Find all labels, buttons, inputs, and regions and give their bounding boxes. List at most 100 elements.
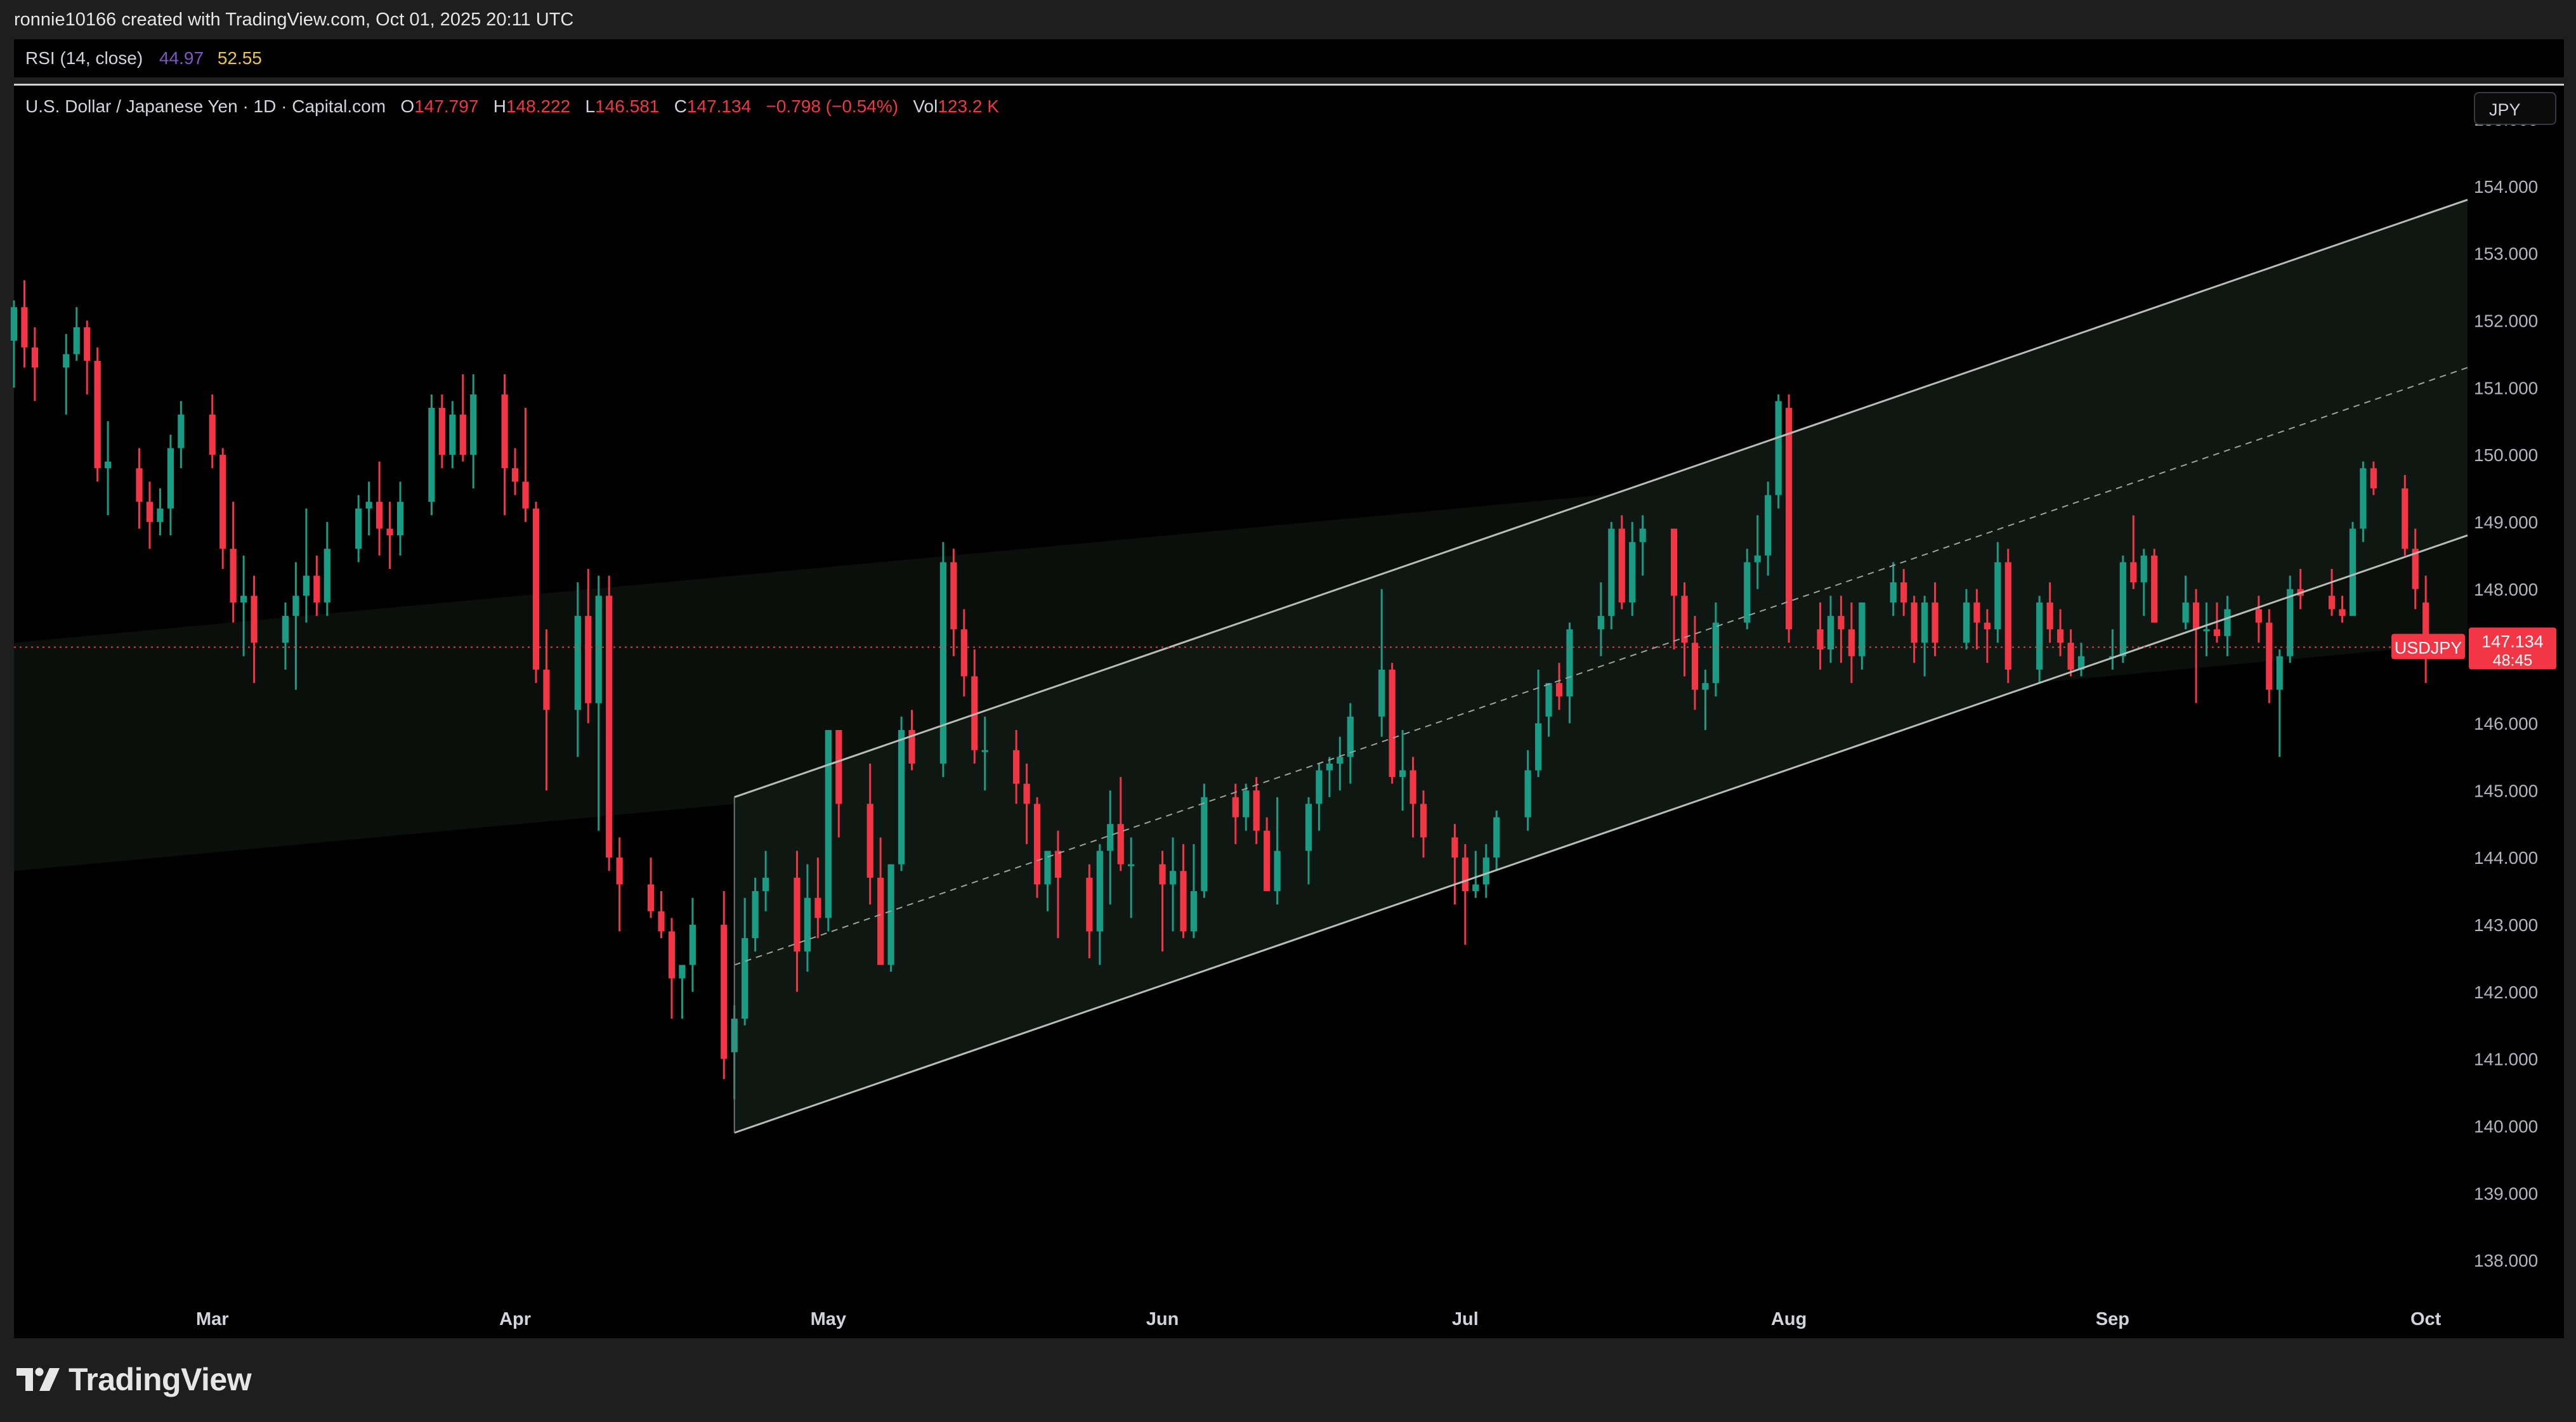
candle-body[interactable] <box>209 414 216 455</box>
candle-body[interactable] <box>1786 408 1793 630</box>
candle-body[interactable] <box>230 549 237 603</box>
candle-body[interactable] <box>971 676 978 750</box>
candle-body[interactable] <box>2276 656 2283 690</box>
candle-body[interactable] <box>282 616 289 643</box>
candle-body[interactable] <box>1169 871 1177 885</box>
candle-body[interactable] <box>1096 851 1103 932</box>
candle-body[interactable] <box>616 858 623 885</box>
candle-body[interactable] <box>167 448 174 509</box>
candle-body[interactable] <box>1827 616 1834 649</box>
candle-body[interactable] <box>1608 528 1615 616</box>
candle-body[interactable] <box>1033 804 1041 885</box>
candle-body[interactable] <box>543 669 550 710</box>
candle-body[interactable] <box>2287 589 2294 656</box>
candle-body[interactable] <box>2056 629 2064 643</box>
candle-body[interactable] <box>2077 656 2085 670</box>
candle-body[interactable] <box>2349 528 2357 616</box>
candle-body[interactable] <box>2192 602 2200 630</box>
candle-body[interactable] <box>2360 468 2367 529</box>
candle-body[interactable] <box>2151 555 2158 623</box>
candle-body[interactable] <box>647 884 655 911</box>
candle-body[interactable] <box>2036 602 2043 670</box>
candle-body[interactable] <box>219 455 226 549</box>
candle-body[interactable] <box>1555 682 1563 697</box>
candle-body[interactable] <box>1618 528 1625 603</box>
trend-channel-upper-line[interactable] <box>734 199 2468 799</box>
candle-body[interactable] <box>21 307 28 348</box>
candle-body[interactable] <box>105 461 112 469</box>
candle-body[interactable] <box>470 394 477 455</box>
candle-body[interactable] <box>950 562 957 630</box>
candle-body[interactable] <box>1159 864 1166 885</box>
candle-body[interactable] <box>1545 682 1552 717</box>
candle-body[interactable] <box>1461 858 1468 891</box>
candle-body[interactable] <box>2402 488 2409 549</box>
candle-body[interactable] <box>1670 528 1678 596</box>
candle-body[interactable] <box>2255 609 2262 623</box>
candle-body[interactable] <box>574 616 581 710</box>
candle-body[interactable] <box>1107 824 1114 851</box>
candle-body[interactable] <box>324 549 330 603</box>
candle-body[interactable] <box>2422 602 2429 649</box>
candle-body[interactable] <box>1274 851 1281 892</box>
candle-body[interactable] <box>1086 877 1093 932</box>
candle-body[interactable] <box>355 508 362 549</box>
candle-body[interactable] <box>1243 790 1250 818</box>
candle-body[interactable] <box>1420 804 1427 838</box>
price-axis[interactable] <box>2468 86 2564 1338</box>
candle-body[interactable] <box>1984 622 1991 630</box>
candle-body[interactable] <box>303 575 310 596</box>
candle-body[interactable] <box>1702 682 1709 690</box>
candle-body[interactable] <box>939 562 947 764</box>
candle-body[interactable] <box>1013 750 1020 784</box>
candle-body[interactable] <box>908 730 915 764</box>
candle-body[interactable] <box>1180 871 1187 932</box>
candle-body[interactable] <box>386 528 393 536</box>
trend-channel-median-line[interactable] <box>734 367 2468 966</box>
candle-body[interactable] <box>1629 542 1636 603</box>
pane-separator[interactable] <box>14 84 2564 86</box>
candle-body[interactable] <box>438 408 445 455</box>
tradingview-logo[interactable]: TradingView <box>16 1362 252 1397</box>
candle-body[interactable] <box>1973 602 1980 623</box>
candle-body[interactable] <box>2182 602 2189 623</box>
candle-body[interactable] <box>10 307 18 341</box>
candle-body[interactable] <box>1201 797 1208 891</box>
candle-body[interactable] <box>1264 830 1271 891</box>
candle-body[interactable] <box>522 481 529 509</box>
candle-body[interactable] <box>1044 851 1051 885</box>
candle-body[interactable] <box>2213 629 2221 636</box>
candle-body[interactable] <box>1054 851 1062 878</box>
candle-body[interactable] <box>2339 609 2346 616</box>
candle-body[interactable] <box>606 596 613 858</box>
candle-body[interactable] <box>178 414 185 448</box>
candle-body[interactable] <box>1482 858 1489 885</box>
candle-body[interactable] <box>251 596 258 643</box>
candle-body[interactable] <box>1900 582 1907 603</box>
candle-body[interactable] <box>1963 602 1970 643</box>
candle-body[interactable] <box>825 730 832 918</box>
candle-body[interactable] <box>1765 495 1772 556</box>
candle-body[interactable] <box>1232 797 1239 818</box>
candle-body[interactable] <box>1775 401 1782 495</box>
candle-body[interactable] <box>376 502 383 529</box>
candle-body[interactable] <box>94 360 101 469</box>
candle-body[interactable] <box>1409 770 1416 804</box>
candle-body[interactable] <box>877 877 884 965</box>
candle-body[interactable] <box>762 877 769 891</box>
candle-body[interactable] <box>1190 891 1198 932</box>
candle-body[interactable] <box>1712 622 1720 683</box>
rsi-indicator-row[interactable]: RSI (14, close) 44.97 52.55 <box>14 39 2564 77</box>
candle-body[interactable] <box>1932 602 1939 643</box>
candle-body[interactable] <box>1691 643 1699 690</box>
candle-body[interactable] <box>2266 622 2273 690</box>
candle-body[interactable] <box>84 327 91 361</box>
candle-body[interactable] <box>1911 602 1918 643</box>
trend-channel-lower-line[interactable] <box>734 534 2468 1134</box>
candle-body[interactable] <box>2370 468 2377 488</box>
candle-body[interactable] <box>1378 669 1385 717</box>
candle-body[interactable] <box>1493 817 1500 858</box>
candle-body[interactable] <box>595 596 602 703</box>
candle-body[interactable] <box>292 596 299 616</box>
candle-body[interactable] <box>459 414 466 455</box>
